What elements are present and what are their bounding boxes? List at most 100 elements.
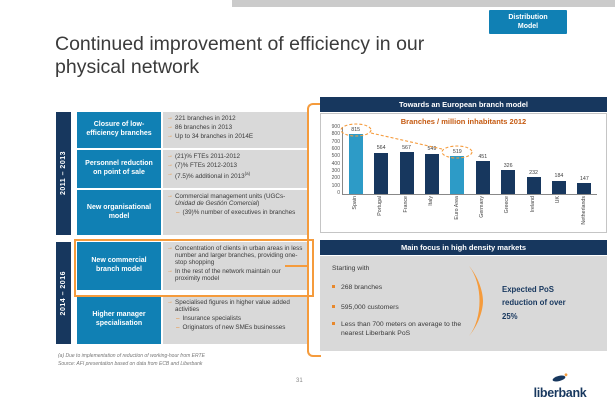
y-tick: 900 <box>331 124 340 130</box>
arrow-bullet-icon: → <box>167 115 173 121</box>
y-tick: 700 <box>331 138 340 145</box>
bar-category-label: Greece <box>504 196 511 214</box>
source-note: Source: AFI presentation based on data f… <box>58 361 203 367</box>
bar-column-greece: 326 Greece <box>495 122 520 232</box>
arrow-bullet-icon: → <box>167 193 173 199</box>
bar-value: 232 <box>529 169 538 176</box>
y-tick: 0 <box>337 189 340 196</box>
footnote: (a) Due to implementation of reduction o… <box>58 353 205 359</box>
bar-category-label: Netherlands <box>580 196 587 225</box>
y-tick: 600 <box>331 145 340 152</box>
list-item: → Concentration of clients in urban areas… <box>167 245 303 267</box>
list-item: → (21)% FTEs 2011-2012 <box>167 153 240 160</box>
badge-line1: Distribution <box>508 13 548 21</box>
bar-category-label: Germany <box>479 196 486 218</box>
focus-header: Main focus in high density markets <box>320 240 607 255</box>
connector-bracket <box>307 103 321 357</box>
bar <box>551 180 566 194</box>
highlight-border <box>74 239 314 297</box>
bar-category-label: France <box>402 196 409 213</box>
dash-bullet-icon: – <box>176 209 180 217</box>
sub-list-item: – Originators of new SMEs businesses <box>176 323 286 331</box>
square-bullet-icon <box>332 285 335 288</box>
bar-category-label: Ireland <box>529 196 536 213</box>
focus-box: Starting with 268 branches 595,000 custo… <box>320 256 607 351</box>
focus-callout: Expected PoS reduction of over 25% <box>502 285 566 321</box>
bar-category-label: Portugal <box>377 196 384 216</box>
bar <box>399 152 414 194</box>
branch-model-header: Towards an European branch model <box>320 97 607 112</box>
arrow-bullet-icon: → <box>167 132 173 139</box>
row-title-specialisation: Higher manager specialisation <box>77 296 161 344</box>
chart-plot: 900 800 700 600 500 400 300 200 100 0 815 Spain 564… <box>327 122 601 232</box>
arrow-bullet-icon: → <box>167 299 173 305</box>
page-edge-strip <box>232 0 615 7</box>
list-item: → In the rest of the network maintain our… <box>167 267 281 282</box>
timeline-label: 2011 – 2013 <box>60 151 67 196</box>
chart-bars: 815 Spain 564 Portugal 567 France 549 Italy 519 E… <box>343 122 597 232</box>
bar-column-spain: 815 Spain <box>343 122 368 232</box>
arrow-bullet-icon: → <box>167 161 173 168</box>
row-title-commercial: New commercial branch model <box>77 242 161 290</box>
bar-value: 549 <box>427 146 437 153</box>
bar <box>501 170 516 194</box>
bar <box>424 153 439 194</box>
dash-bullet-icon: – <box>176 323 180 331</box>
bar-column-ireland: 232 Ireland <box>521 122 546 232</box>
arrow-bullet-icon: → <box>167 245 173 251</box>
row-body-specialisation: → Specialised figures in higher value add… <box>163 296 308 344</box>
list-item: → 86 branches in 2013 <box>167 123 233 131</box>
arrow-bullet-icon: → <box>167 170 173 177</box>
list-item: → Commercial management units (UGCs- Unid… <box>167 193 286 208</box>
footnote-marker: (a) <box>244 170 251 176</box>
row-body-closure: → 221 branches in 2012 → 86 branches in 20… <box>163 112 308 148</box>
y-tick: 800 <box>331 131 340 138</box>
chart-x-axis-line <box>342 194 597 195</box>
sub-list-item: – Insurance specialists <box>176 315 241 323</box>
y-tick: 500 <box>331 153 340 160</box>
bar-column-netherlands: 147 Netherlands <box>572 122 597 232</box>
list-item: → 221 branches in 2012 <box>167 115 236 122</box>
connector-stub <box>285 265 307 267</box>
bar-value: 451 <box>478 153 488 160</box>
bar-value: 567 <box>402 145 411 152</box>
arrow-bullet-icon: → <box>167 153 173 159</box>
row-body-organisational: → Commercial management units (UGCs- Unid… <box>163 190 308 235</box>
distribution-model-badge: Distribution Model <box>489 10 567 34</box>
chart-y-axis: 900 800 700 600 500 400 300 200 100 0 <box>327 125 340 196</box>
arrow-bullet-icon: → <box>167 267 173 274</box>
list-item: Less than 700 meters on average to the n… <box>332 320 462 338</box>
square-bullet-icon <box>332 322 335 325</box>
bar <box>526 177 541 194</box>
page-number: 31 <box>296 378 303 384</box>
list-item: 268 branches <box>332 283 382 292</box>
list-item: 595,000 customers <box>332 303 399 312</box>
bar-column-euro-area: 519 Euro Area <box>445 122 470 232</box>
square-bullet-icon <box>332 305 335 308</box>
row-title-closure: Closure of low-efficiency branches <box>77 112 161 148</box>
row-body-personnel: → (21)% FTEs 2011-2012 → (7)% FTEs 2012-20… <box>163 150 308 188</box>
bar <box>348 134 363 194</box>
bar-column-portugal: 564 Portugal <box>368 122 393 232</box>
focus-intro: Starting with <box>332 265 370 272</box>
row-title-personnel: Personnel reduction on point of sale <box>77 150 161 188</box>
bar-column-italy: 549 Italy <box>419 122 444 232</box>
badge-line2: Model <box>517 23 539 30</box>
row-title-organisational: New organisational model <box>77 190 161 235</box>
bar <box>577 183 592 194</box>
bar-column-germany: 451 Germany <box>470 122 495 232</box>
sub-list-item: – (39)% number of executives in branches <box>176 209 296 217</box>
bar-value: 815 <box>351 126 361 133</box>
bar-value: 184 <box>554 173 564 180</box>
y-tick: 400 <box>331 160 340 167</box>
bar-column-france: 567 France <box>394 122 419 232</box>
bar-category-label: Euro Area <box>453 196 460 220</box>
orange-arrow-icon <box>469 266 483 336</box>
liberbank-logo-text: liberbank <box>533 386 587 400</box>
bar-column-uk: 184 UK <box>546 122 571 232</box>
list-item: → (7)% FTEs 2012-2013 <box>167 161 237 169</box>
dash-bullet-icon: – <box>176 315 180 323</box>
bar-category-label: UK <box>555 196 562 204</box>
list-item: → Specialised figures in higher value add… <box>167 299 290 314</box>
timeline-2014-2016: 2014 – 2016 <box>56 242 71 344</box>
